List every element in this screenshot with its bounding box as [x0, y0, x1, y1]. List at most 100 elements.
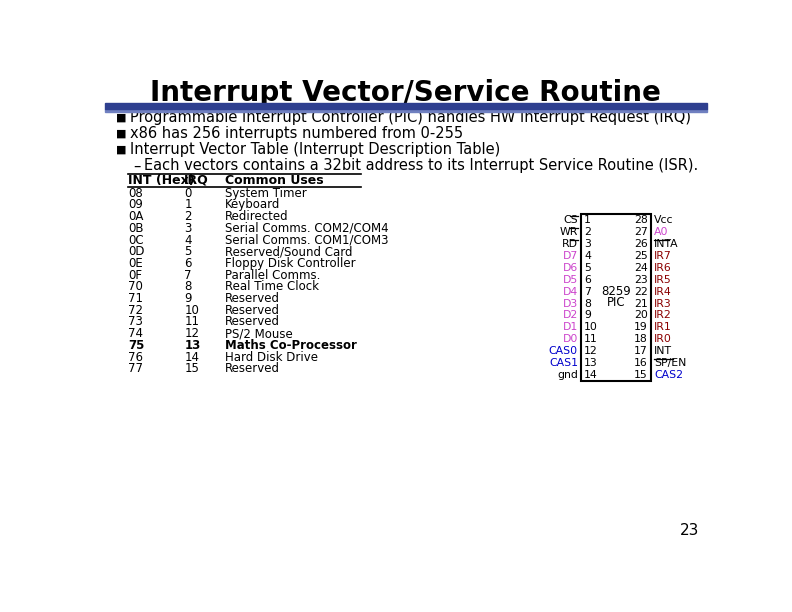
- Text: D7: D7: [562, 250, 578, 261]
- Text: SP/EN: SP/EN: [654, 359, 687, 368]
- Text: WR: WR: [560, 226, 578, 237]
- Text: 15: 15: [185, 362, 199, 375]
- Text: ■: ■: [116, 113, 127, 122]
- Text: IRQ: IRQ: [185, 174, 209, 187]
- Text: Serial Comms. COM2/COM4: Serial Comms. COM2/COM4: [225, 222, 388, 235]
- Text: IR0: IR0: [654, 335, 672, 345]
- Text: 11: 11: [584, 335, 598, 345]
- Text: 9: 9: [584, 310, 591, 321]
- Text: IR3: IR3: [654, 299, 672, 308]
- Text: D5: D5: [562, 275, 578, 285]
- Text: 8: 8: [584, 299, 591, 308]
- Text: Floppy Disk Controller: Floppy Disk Controller: [225, 257, 355, 270]
- Text: 19: 19: [634, 323, 648, 332]
- Text: 4: 4: [185, 234, 192, 247]
- Text: Serial Comms. COM1/COM3: Serial Comms. COM1/COM3: [225, 234, 388, 247]
- Text: 3: 3: [584, 239, 591, 248]
- Text: D2: D2: [562, 310, 578, 321]
- Bar: [105, 109, 706, 112]
- Text: IR2: IR2: [654, 310, 672, 321]
- Text: 73: 73: [128, 316, 143, 329]
- Text: 21: 21: [634, 299, 648, 308]
- Text: Interrupt Vector/Service Routine: Interrupt Vector/Service Routine: [150, 79, 661, 106]
- Text: 28: 28: [634, 215, 648, 225]
- Text: Hard Disk Drive: Hard Disk Drive: [225, 351, 318, 364]
- Text: Each vectors contains a 32bit address to its Interrupt Service Routine (ISR).: Each vectors contains a 32bit address to…: [144, 159, 699, 173]
- Text: INTA: INTA: [654, 239, 679, 248]
- Text: 2: 2: [584, 226, 591, 237]
- Text: CAS1: CAS1: [549, 359, 578, 368]
- Text: 13: 13: [185, 339, 200, 352]
- Text: D3: D3: [562, 299, 578, 308]
- Text: Vcc: Vcc: [654, 215, 673, 225]
- Text: Parallel Comms.: Parallel Comms.: [225, 269, 320, 282]
- Text: A0: A0: [654, 226, 668, 237]
- Text: 16: 16: [634, 359, 648, 368]
- Text: Common Uses: Common Uses: [225, 174, 323, 187]
- Text: IR5: IR5: [654, 275, 672, 285]
- Text: 0D: 0D: [128, 245, 145, 258]
- Text: Redirected: Redirected: [225, 210, 288, 223]
- Text: 5: 5: [185, 245, 192, 258]
- Text: D0: D0: [562, 335, 578, 345]
- Text: 0: 0: [185, 187, 192, 200]
- Text: PIC: PIC: [607, 296, 625, 308]
- Text: IR7: IR7: [654, 250, 672, 261]
- Text: ■: ■: [116, 144, 127, 155]
- Text: D1: D1: [562, 323, 578, 332]
- Text: D4: D4: [562, 286, 578, 297]
- Text: 2: 2: [185, 210, 192, 223]
- Text: 3: 3: [185, 222, 192, 235]
- Text: Maths Co-Processor: Maths Co-Processor: [225, 339, 356, 352]
- Text: 76: 76: [128, 351, 143, 364]
- Text: IR6: IR6: [654, 263, 672, 272]
- Text: 70: 70: [128, 280, 143, 293]
- Text: 11: 11: [185, 316, 200, 329]
- Text: CAS2: CAS2: [654, 370, 683, 381]
- Text: 0E: 0E: [128, 257, 143, 270]
- Text: 14: 14: [584, 370, 598, 381]
- Text: 9: 9: [185, 292, 192, 305]
- Text: Reserved/Sound Card: Reserved/Sound Card: [225, 245, 352, 258]
- Text: 5: 5: [584, 263, 591, 272]
- Text: 20: 20: [634, 310, 648, 321]
- Text: D6: D6: [562, 263, 578, 272]
- Text: 24: 24: [634, 263, 648, 272]
- Text: Real Time Clock: Real Time Clock: [225, 280, 318, 293]
- Bar: [581, 214, 651, 381]
- Bar: [105, 103, 706, 109]
- Text: Reserved: Reserved: [225, 316, 280, 329]
- Text: 1: 1: [584, 215, 591, 225]
- Text: 0F: 0F: [128, 269, 143, 282]
- Text: CS: CS: [563, 215, 578, 225]
- Text: 15: 15: [634, 370, 648, 381]
- Text: Programmable Interrupt Controller (PIC) handles HW Interrupt Request (IRQ): Programmable Interrupt Controller (PIC) …: [130, 110, 691, 125]
- Text: 4: 4: [584, 250, 591, 261]
- Text: 8: 8: [185, 280, 192, 293]
- Text: 6: 6: [185, 257, 192, 270]
- Text: Reserved: Reserved: [225, 292, 280, 305]
- Text: 6: 6: [584, 275, 591, 285]
- Text: 26: 26: [634, 239, 648, 248]
- Text: Reserved: Reserved: [225, 362, 280, 375]
- Text: Keyboard: Keyboard: [225, 198, 280, 212]
- Text: 23: 23: [634, 275, 648, 285]
- Text: 12: 12: [584, 346, 598, 356]
- Text: 10: 10: [584, 323, 598, 332]
- Text: IR4: IR4: [654, 286, 672, 297]
- Text: 72: 72: [128, 304, 143, 317]
- Text: 7: 7: [584, 286, 591, 297]
- Text: 08: 08: [128, 187, 143, 200]
- Text: 1: 1: [185, 198, 192, 212]
- Text: 75: 75: [128, 339, 145, 352]
- Text: 0C: 0C: [128, 234, 144, 247]
- Text: Interrupt Vector Table (Interrupt Description Table): Interrupt Vector Table (Interrupt Descri…: [130, 142, 501, 157]
- Text: 09: 09: [128, 198, 143, 212]
- Text: 71: 71: [128, 292, 143, 305]
- Text: IR1: IR1: [654, 323, 672, 332]
- Text: x86 has 256 interrupts numbered from 0-255: x86 has 256 interrupts numbered from 0-2…: [130, 126, 463, 141]
- Text: INT (Hex): INT (Hex): [128, 174, 195, 187]
- Text: 25: 25: [634, 250, 648, 261]
- Text: 27: 27: [634, 226, 648, 237]
- Text: 22: 22: [634, 286, 648, 297]
